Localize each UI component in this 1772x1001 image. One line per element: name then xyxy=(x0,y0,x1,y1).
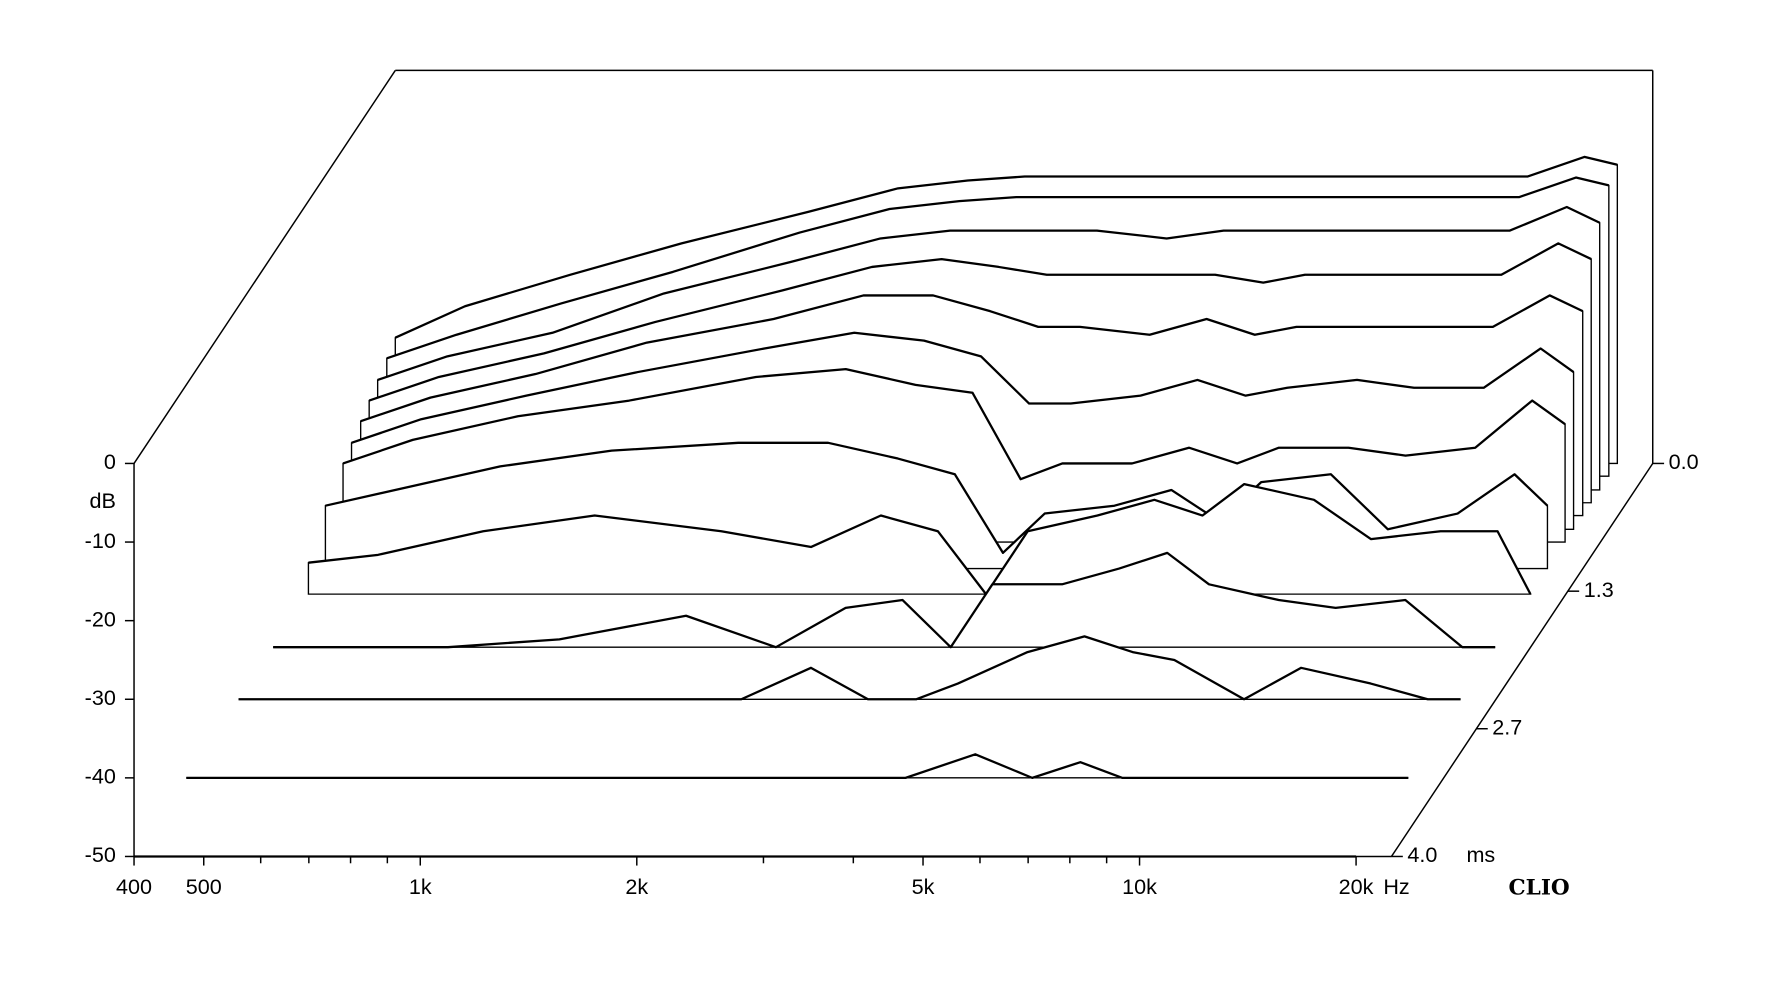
x-tick-label: 1k xyxy=(409,874,432,899)
y-tick-label: -50 xyxy=(85,842,116,867)
z-tick-label: 2.7 xyxy=(1492,714,1522,739)
y-tick-label: -30 xyxy=(85,685,116,710)
x-tick-label: 20k xyxy=(1339,874,1374,899)
slice-line xyxy=(308,482,1532,596)
x-tick-label: 500 xyxy=(186,874,222,899)
x-tick-label: 2k xyxy=(625,874,648,899)
slice-line xyxy=(386,176,1610,360)
slice-line xyxy=(394,155,1618,339)
axis-line xyxy=(1390,463,1654,857)
slice-line xyxy=(377,205,1601,382)
slice-line xyxy=(238,635,1461,701)
z-axis-label: ms xyxy=(1466,842,1495,867)
slice-line xyxy=(342,367,1566,481)
y-tick-label: -20 xyxy=(85,606,116,631)
x-tick-label: 400 xyxy=(116,874,152,899)
y-tick-label: 0 xyxy=(104,449,116,474)
slice-line xyxy=(351,331,1575,444)
z-tick-label: 4.0 xyxy=(1407,842,1437,867)
frame-line xyxy=(133,70,396,464)
y-tick-label: -10 xyxy=(85,528,116,553)
slice-fill xyxy=(186,753,1409,779)
slice-line xyxy=(368,242,1592,402)
slice-line xyxy=(360,294,1584,423)
x-axis-label: Hz xyxy=(1383,874,1409,899)
x-tick-label: 10k xyxy=(1122,874,1157,899)
slice-line xyxy=(325,441,1549,554)
y-axis-label: dB xyxy=(89,488,115,513)
z-tick-label: 0.0 xyxy=(1669,449,1699,474)
watermark: CLIO xyxy=(1508,875,1569,900)
x-tick-label: 5k xyxy=(912,874,935,899)
slice-line xyxy=(186,753,1409,780)
y-tick-label: -40 xyxy=(85,764,116,789)
plot: 0 -10 -20 -30 -40 -50 dB 400 500 1k 2k 5k 10k 20k Hz 0.… xyxy=(85,69,1699,900)
slice-line xyxy=(273,551,1496,649)
z-tick-label: 1.3 xyxy=(1584,577,1614,602)
